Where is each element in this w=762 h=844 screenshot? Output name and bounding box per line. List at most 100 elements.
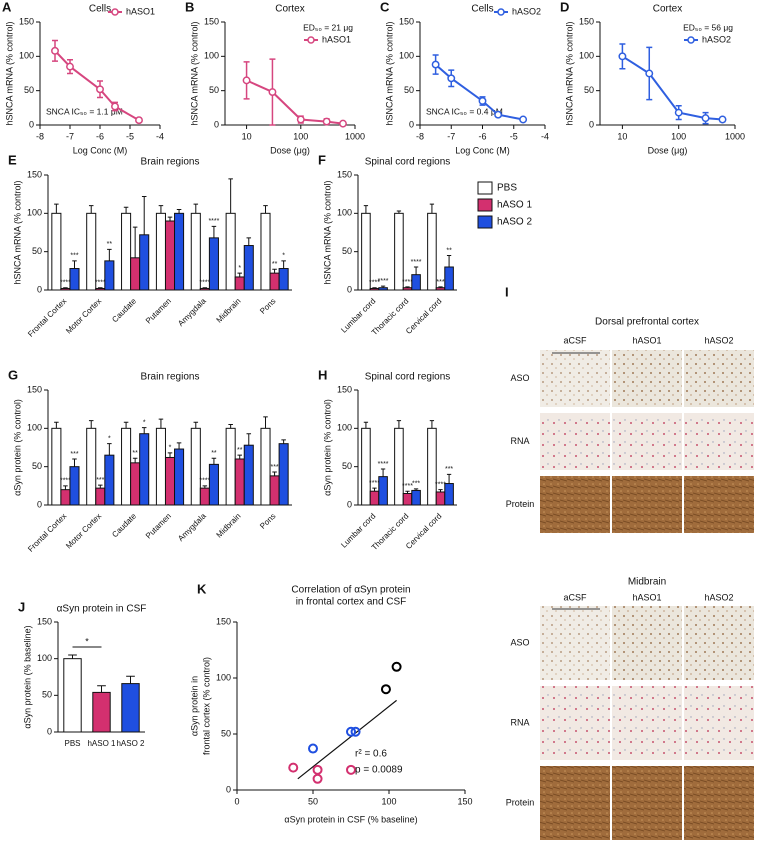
error-bar xyxy=(281,260,286,269)
data-point xyxy=(674,108,683,117)
error-bar xyxy=(237,272,242,277)
significance-stars: **** xyxy=(369,280,380,287)
significance-stars: *** xyxy=(270,464,278,471)
section-title: Midbrain xyxy=(628,577,666,588)
significance-stars: **** xyxy=(95,280,106,287)
y-tick-label: 100 xyxy=(37,653,52,663)
y-tick-label: 150 xyxy=(27,169,42,179)
error-bar xyxy=(123,421,129,429)
data-point xyxy=(96,85,104,94)
bar xyxy=(225,212,236,291)
significance-stars: **** xyxy=(402,279,413,286)
bar xyxy=(378,476,388,506)
x-tick-label: Amygdala xyxy=(176,511,208,543)
data-point xyxy=(380,684,391,695)
y-tick-label: 50 xyxy=(221,728,231,738)
bar xyxy=(69,268,80,291)
y-tick-label: 100 xyxy=(27,208,42,218)
error-bar xyxy=(246,433,252,446)
annotation: ED₅₀ = 21 μg xyxy=(303,22,353,32)
regression-line xyxy=(297,699,397,780)
bar xyxy=(208,237,219,291)
error-bar xyxy=(263,416,268,429)
bar xyxy=(208,463,219,506)
x-axis-label: Log Conc (M) xyxy=(455,145,510,155)
error-bar xyxy=(446,255,452,267)
error-bar xyxy=(405,286,410,288)
column-header: hASO2 xyxy=(704,335,733,345)
y-tick-label: 50 xyxy=(342,461,352,471)
x-tick-label: 100 xyxy=(381,796,396,806)
data-point xyxy=(111,102,119,111)
data-point xyxy=(312,773,323,784)
panel-letter: K xyxy=(197,581,207,596)
bar xyxy=(51,212,62,291)
x-tick-label: Midbrain xyxy=(215,512,243,540)
error-bar xyxy=(372,287,377,289)
bar xyxy=(243,245,254,291)
significance-stars: * xyxy=(108,436,111,443)
row-label: RNA xyxy=(510,717,529,727)
bar xyxy=(130,257,141,291)
panel-letter: G xyxy=(8,367,18,382)
x-tick-label: PBS xyxy=(64,739,80,748)
bar xyxy=(164,220,176,291)
y-tick-label: 150 xyxy=(37,616,52,626)
panel-letter: F xyxy=(318,152,326,167)
legend-swatch xyxy=(477,181,493,195)
error-bar xyxy=(272,471,277,476)
data-point xyxy=(339,119,347,128)
significance-stars: *** xyxy=(70,253,78,260)
error-bar xyxy=(396,210,402,214)
error-bar xyxy=(246,237,252,246)
x-tick-label: hASO 1 xyxy=(87,739,116,748)
x-tick-label: Motor Cortex xyxy=(64,512,103,551)
bar xyxy=(139,234,150,291)
data-point xyxy=(645,69,654,78)
x-tick-label: 100 xyxy=(671,131,686,141)
error-bar xyxy=(429,203,435,214)
error-bar xyxy=(363,421,369,429)
bar xyxy=(139,433,150,506)
significance-stars: **** xyxy=(199,478,210,485)
bar xyxy=(190,427,201,506)
x-tick-label: 10 xyxy=(242,131,252,141)
bar xyxy=(411,274,421,291)
bar xyxy=(361,212,371,291)
row-label: RNA xyxy=(510,436,529,446)
histology-image xyxy=(684,413,754,470)
y-tick-label: 100 xyxy=(579,51,594,61)
error-bar xyxy=(97,685,106,693)
y-tick-label: 50 xyxy=(404,85,414,95)
x-tick-label: Putamen xyxy=(144,512,173,541)
error-bar xyxy=(141,427,147,434)
error-bar xyxy=(132,457,138,463)
error-bar xyxy=(193,421,199,429)
data-point xyxy=(346,764,356,775)
panel-letter: A xyxy=(2,0,12,14)
bar xyxy=(234,458,245,506)
histology-image xyxy=(612,350,682,407)
y-axis-label: hSNCA mRNA (% control) xyxy=(189,21,199,125)
error-bar xyxy=(107,248,112,261)
bar xyxy=(260,427,271,506)
x-tick-label: -6 xyxy=(96,131,104,141)
row-label: Protein xyxy=(506,797,535,807)
histology-image xyxy=(540,350,610,407)
y-tick-label: 150 xyxy=(27,384,42,394)
y-tick-label: 0 xyxy=(37,499,42,509)
y-tick-label: 150 xyxy=(204,16,219,26)
bar xyxy=(121,683,140,733)
error-bar xyxy=(88,420,94,429)
error-bar xyxy=(263,205,268,214)
bar xyxy=(361,427,371,506)
bar xyxy=(86,427,97,506)
legend-label: hASO1 xyxy=(322,34,351,44)
error-bar xyxy=(176,209,182,214)
error-bar xyxy=(211,457,217,465)
histology-image xyxy=(540,766,610,840)
error-bar xyxy=(363,205,369,214)
legend-marker xyxy=(497,8,505,16)
bar xyxy=(121,212,132,291)
